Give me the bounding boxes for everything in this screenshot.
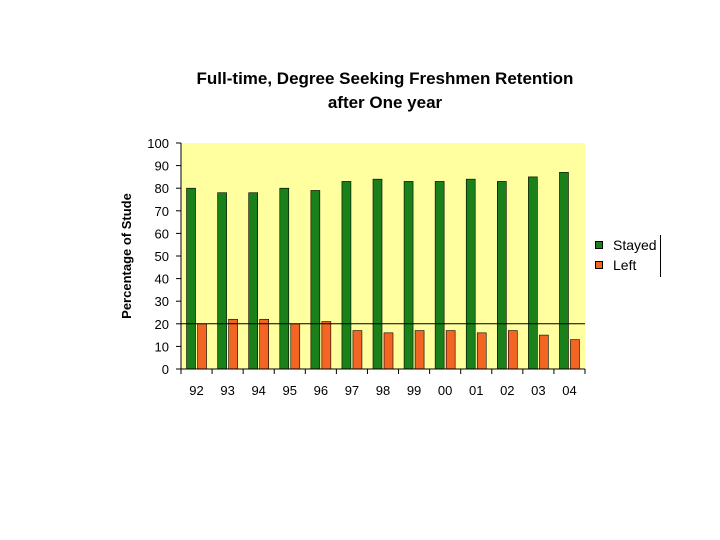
bar-left-00 xyxy=(445,330,456,370)
bar-left-97 xyxy=(352,330,363,370)
bar-stayed-98 xyxy=(372,178,383,370)
y-tick-label: 50 xyxy=(155,249,169,264)
chart-title: Full-time, Degree Seeking Freshmen Reten… xyxy=(130,67,640,115)
bar-stayed-92 xyxy=(186,187,196,370)
chart-title-line-1: Full-time, Degree Seeking Freshmen Reten… xyxy=(196,69,574,88)
x-tick-label: 98 xyxy=(376,383,390,398)
y-tick-label: 80 xyxy=(155,181,169,196)
y-axis-ticks: 0 10 20 30 40 50 60 70 80 90 100 xyxy=(147,136,181,377)
bar-stayed-96 xyxy=(310,190,321,370)
bar-left-04 xyxy=(570,339,580,370)
bar-left-95 xyxy=(290,323,301,370)
bar-left-93 xyxy=(228,318,238,370)
bar-stayed-04 xyxy=(559,172,569,370)
legend-item-stayed: Stayed xyxy=(595,235,660,255)
y-tick-label: 100 xyxy=(147,136,169,151)
plot-area xyxy=(181,143,585,369)
y-axis-label: Percentage of Stude xyxy=(119,193,134,319)
x-axis-ticks: 92 93 94 95 96 97 98 99 00 01 02 03 04 xyxy=(180,369,586,398)
bar-left-01 xyxy=(476,332,487,370)
bar-stayed-02 xyxy=(497,181,507,370)
bar-stayed-00 xyxy=(434,181,445,370)
x-tick-label: 04 xyxy=(562,383,576,398)
x-tick-label: 99 xyxy=(407,383,421,398)
x-tick-label: 93 xyxy=(220,383,234,398)
x-tick-label: 94 xyxy=(251,383,265,398)
bars-group xyxy=(186,172,580,370)
bar-stayed-95 xyxy=(279,187,290,370)
y-tick-label: 70 xyxy=(155,204,169,219)
y-tick-label: 0 xyxy=(162,362,169,377)
x-tick-label: 96 xyxy=(314,383,328,398)
y-tick-label: 40 xyxy=(155,272,169,287)
y-tick-label: 90 xyxy=(155,159,169,174)
legend-label-stayed: Stayed xyxy=(613,237,657,253)
bar-stayed-94 xyxy=(248,192,258,370)
bar-stayed-97 xyxy=(341,181,352,370)
x-tick-label: 00 xyxy=(438,383,452,398)
bar-stayed-03 xyxy=(528,176,538,370)
x-tick-label: 97 xyxy=(345,383,359,398)
x-tick-label: 01 xyxy=(469,383,483,398)
y-tick-label: 30 xyxy=(155,294,169,309)
y-tick-label: 60 xyxy=(155,226,169,241)
y-tick-label: 20 xyxy=(155,317,169,332)
bar-stayed-93 xyxy=(217,192,227,370)
legend: Stayed Left xyxy=(595,235,661,277)
x-tick-label: 03 xyxy=(531,383,545,398)
legend-label-left: Left xyxy=(613,257,637,273)
chart-title-line-2: after One year xyxy=(327,93,443,112)
bar-left-02 xyxy=(508,330,518,370)
x-tick-label: 95 xyxy=(283,383,297,398)
bar-left-94 xyxy=(259,318,269,370)
bar-left-98 xyxy=(383,332,394,370)
bar-left-03 xyxy=(539,334,549,370)
bar-stayed-99 xyxy=(403,181,414,370)
legend-swatch-stayed xyxy=(595,241,603,249)
bar-stayed-01 xyxy=(465,178,476,370)
x-tick-label: 92 xyxy=(189,383,203,398)
bar-left-96 xyxy=(321,321,332,370)
bar-left-92 xyxy=(197,323,207,370)
x-tick-label: 02 xyxy=(500,383,514,398)
y-tick-label: 10 xyxy=(155,339,169,354)
bar-left-99 xyxy=(414,330,425,370)
legend-item-left: Left xyxy=(595,255,660,275)
legend-swatch-left xyxy=(595,261,603,269)
